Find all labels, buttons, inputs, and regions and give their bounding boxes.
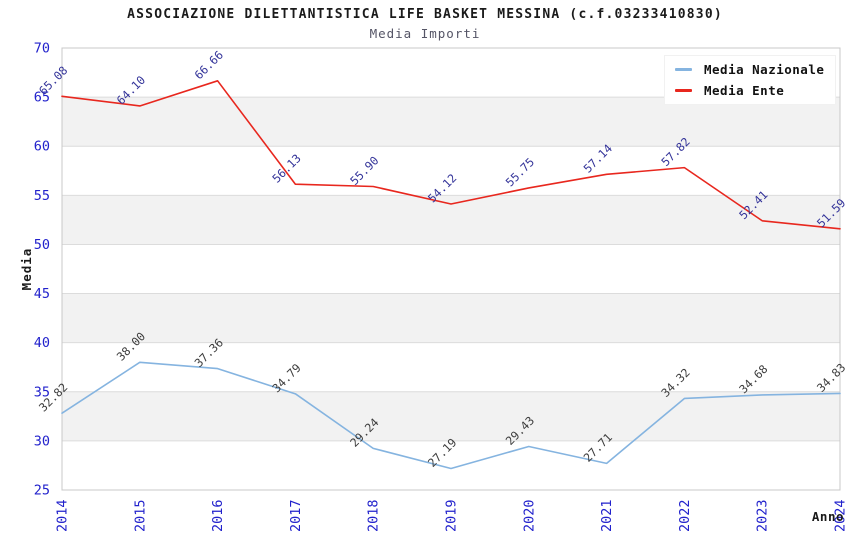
legend-swatch-media-nazionale-icon <box>675 68 692 71</box>
plot-band <box>62 97 840 147</box>
x-tick-label: 2015 <box>132 499 148 532</box>
legend: Media Nazionale Media Ente <box>664 55 836 105</box>
x-tick-label: 2017 <box>288 499 304 532</box>
data-label-media-ente: 66.66 <box>192 48 226 82</box>
y-tick-label: 65 <box>34 90 50 106</box>
y-tick-label: 40 <box>34 335 50 351</box>
data-label-media-ente: 55.75 <box>503 155 537 189</box>
x-tick-label: 2022 <box>677 499 693 532</box>
chart-title: ASSOCIAZIONE DILETTANTISTICA LIFE BASKET… <box>127 7 723 22</box>
chart-subtitle: Media Importi <box>369 26 481 41</box>
y-tick-label: 25 <box>34 483 50 499</box>
y-tick-label: 50 <box>34 237 50 253</box>
data-label-media-nazionale: 34.68 <box>736 362 770 396</box>
x-tick-label: 2023 <box>755 499 771 532</box>
x-tick-label: 2024 <box>833 499 849 532</box>
y-axis-title: Media <box>19 248 34 291</box>
data-label-media-ente: 65.08 <box>36 63 70 97</box>
x-tick-label: 2014 <box>55 499 71 532</box>
plot-band <box>62 391 840 441</box>
y-tick-label: 55 <box>34 188 50 204</box>
y-tick-label: 30 <box>34 433 50 449</box>
x-tick-label: 2018 <box>366 499 382 532</box>
y-tick-label: 60 <box>34 139 50 155</box>
data-label-media-nazionale: 34.83 <box>814 360 848 394</box>
series-line-media-ente <box>61 80 841 230</box>
x-tick-label: 2020 <box>521 499 537 532</box>
y-tick-label: 45 <box>34 286 50 302</box>
x-axis-title: Anno <box>812 509 844 524</box>
legend-item-media-nazionale: Media Nazionale <box>675 62 835 77</box>
y-tick-label: 35 <box>34 384 50 400</box>
x-tick-label: 2016 <box>210 499 226 532</box>
data-label-media-ente: 55.90 <box>347 153 381 187</box>
plot-band <box>62 293 840 343</box>
legend-label-media-ente: Media Ente <box>704 83 785 98</box>
legend-swatch-media-ente-icon <box>675 89 692 92</box>
x-tick-label: 2021 <box>599 499 615 532</box>
legend-label-media-nazionale: Media Nazionale <box>704 62 825 77</box>
data-label-media-nazionale: 34.79 <box>269 361 303 395</box>
series-line-media-nazionale <box>61 361 841 470</box>
plot-band <box>62 195 840 245</box>
legend-item-media-ente: Media Ente <box>675 83 835 98</box>
y-tick-label: 70 <box>34 41 50 57</box>
x-tick-label: 2019 <box>444 499 460 532</box>
plot-border <box>61 47 841 491</box>
